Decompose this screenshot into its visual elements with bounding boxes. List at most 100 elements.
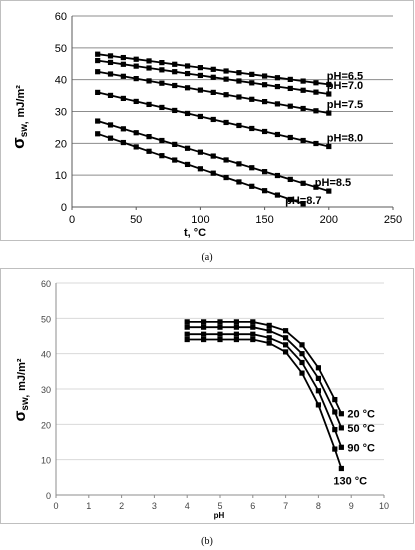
a-ytick-label: 20 [55, 138, 67, 150]
b-data-point [332, 427, 338, 433]
a-data-point [274, 83, 281, 90]
chart-b-ylabel-sigma: σ [12, 411, 29, 422]
a-data-point [146, 58, 152, 64]
a-xtick-label: 200 [320, 214, 338, 226]
b-ytick-label: 10 [41, 456, 51, 466]
a-series-label: pH=6.5 [327, 70, 363, 82]
b-data-point [315, 388, 321, 394]
a-data-point [120, 61, 126, 67]
b-data-point [283, 335, 289, 341]
chart-b-frame [0, 268, 414, 524]
a-ytick-label: 60 [55, 11, 67, 23]
chart-a-ylabel-sub: sw, [19, 121, 30, 137]
b-xtick-label: 10 [379, 501, 389, 511]
a-data-point [197, 87, 203, 93]
a-data-point [197, 65, 203, 71]
a-data-point [120, 54, 126, 61]
a-data-point [223, 68, 229, 74]
b-xtick-label: 0 [53, 501, 58, 511]
a-data-point [236, 122, 242, 129]
a-data-point [210, 66, 216, 72]
b-data-point [266, 335, 272, 341]
b-data-point [217, 324, 223, 330]
a-data-point [262, 169, 268, 175]
a-data-point [313, 108, 319, 114]
a-data-point [133, 76, 139, 82]
b-data-point [338, 425, 344, 431]
chart-a-ylabel-sigma: σ [9, 137, 28, 149]
a-data-point [223, 76, 229, 82]
a-data-point [274, 131, 281, 138]
b-ytick-label: 0 [46, 491, 51, 501]
a-data-point [172, 141, 178, 147]
a-data-point [184, 85, 191, 91]
b-xtick-label: 3 [152, 501, 157, 511]
a-data-point [249, 80, 255, 86]
a-data-point [146, 148, 152, 154]
a-ytick-label: 50 [55, 43, 67, 55]
a-data-point [223, 157, 229, 163]
a-data-point [95, 89, 101, 95]
a-data-point [236, 70, 242, 76]
a-data-point [133, 56, 139, 62]
a-data-point [159, 104, 165, 111]
a-data-point [120, 95, 126, 102]
b-data-point [299, 342, 305, 348]
a-data-point [274, 172, 281, 179]
a-data-point [197, 113, 203, 120]
b-data-point [201, 331, 207, 337]
b-series-label: 20 °C [347, 409, 375, 421]
a-data-point [287, 196, 293, 203]
a-data-point [172, 61, 178, 67]
b-data-point [217, 319, 223, 325]
a-data-point [210, 89, 216, 95]
b-series-label: 50 °C [347, 423, 375, 435]
b-data-point [283, 328, 289, 334]
a-data-point [326, 143, 332, 150]
b-data-point [201, 324, 207, 330]
a-series-label: pH=8.0 [327, 133, 363, 145]
a-data-point [95, 57, 101, 64]
b-xtick-label: 8 [316, 501, 321, 511]
a-data-point [159, 80, 165, 86]
a-data-point [184, 70, 191, 77]
b-data-point [332, 397, 338, 403]
a-data-point [326, 188, 332, 194]
a-data-point [146, 134, 152, 140]
a-data-point [120, 139, 126, 146]
b-xtick-label: 5 [217, 501, 222, 511]
a-data-point [159, 60, 165, 66]
a-data-point [287, 85, 293, 92]
a-data-point [133, 98, 139, 105]
b-data-point [250, 324, 256, 330]
b-data-point [338, 444, 344, 450]
b-data-point [250, 319, 256, 325]
a-data-point [326, 91, 332, 97]
a-data-point [210, 153, 216, 159]
a-data-point [133, 130, 139, 136]
a-data-point [133, 144, 139, 150]
a-data-point [262, 128, 268, 135]
a-data-point [184, 110, 191, 117]
chart-a-ylabel: σsw, mJ/m² [9, 85, 30, 149]
a-data-point [159, 67, 165, 73]
a-data-point [313, 80, 319, 86]
a-data-point [236, 161, 242, 167]
b-ytick-label: 50 [41, 314, 51, 324]
b-xtick-label: 2 [119, 501, 124, 511]
a-data-point [287, 176, 293, 183]
a-data-point [313, 89, 319, 95]
b-data-point [184, 336, 190, 343]
a-series-label: pH=7.0 [327, 80, 363, 92]
caption-a: (a) [201, 252, 212, 263]
a-data-point [120, 126, 126, 132]
a-data-point [107, 53, 114, 59]
b-data-point [184, 324, 190, 330]
a-data-point [184, 161, 191, 168]
a-data-point [262, 188, 268, 194]
a-ytick-label: 40 [55, 75, 67, 87]
a-ytick-label: 10 [55, 170, 67, 182]
a-data-point [210, 74, 216, 80]
chart-a-xlabel: t, °C [184, 227, 206, 239]
b-data-point [201, 319, 207, 325]
